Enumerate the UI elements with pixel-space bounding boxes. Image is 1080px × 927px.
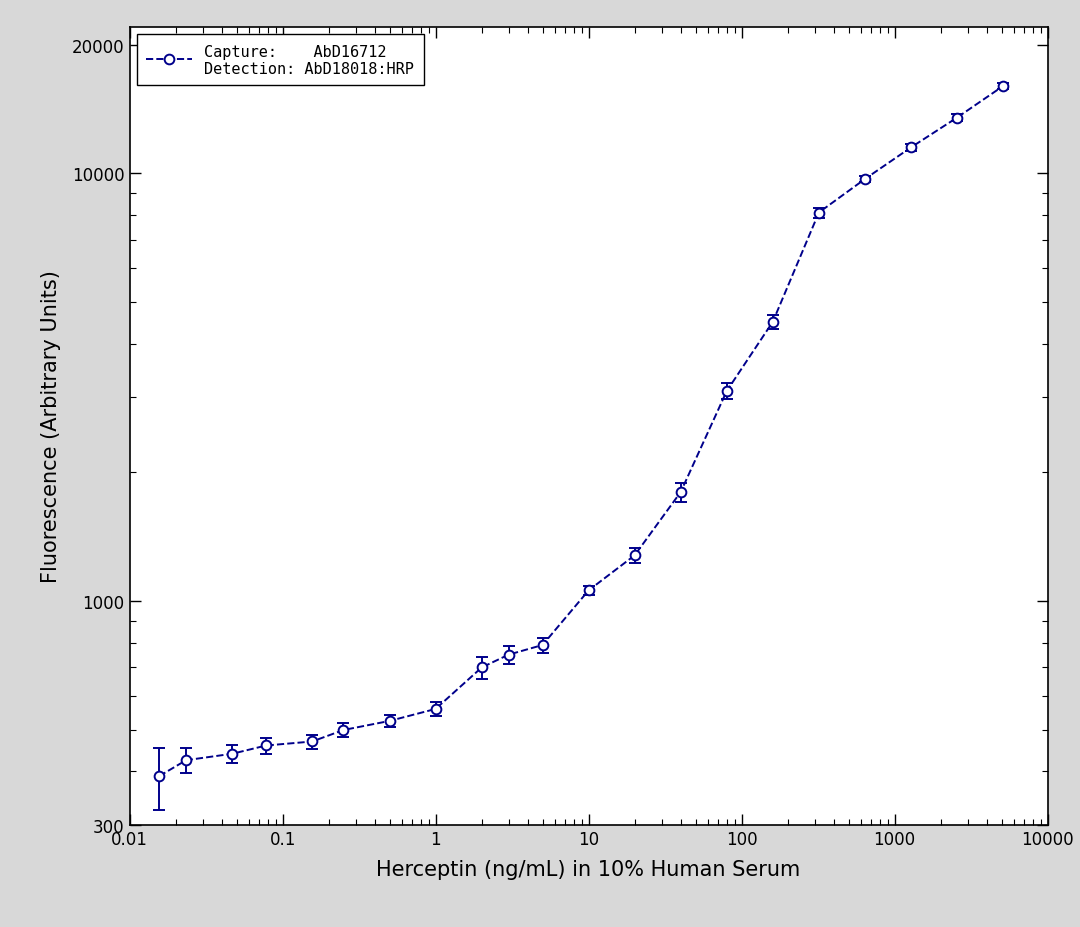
Y-axis label: Fluorescence (Arbitrary Units): Fluorescence (Arbitrary Units) (41, 270, 60, 583)
Legend: Capture:    AbD16712
Detection: AbD18018:HRP: Capture: AbD16712 Detection: AbD18018:HR… (137, 35, 423, 86)
X-axis label: Herceptin (ng/mL) in 10% Human Serum: Herceptin (ng/mL) in 10% Human Serum (377, 859, 800, 879)
